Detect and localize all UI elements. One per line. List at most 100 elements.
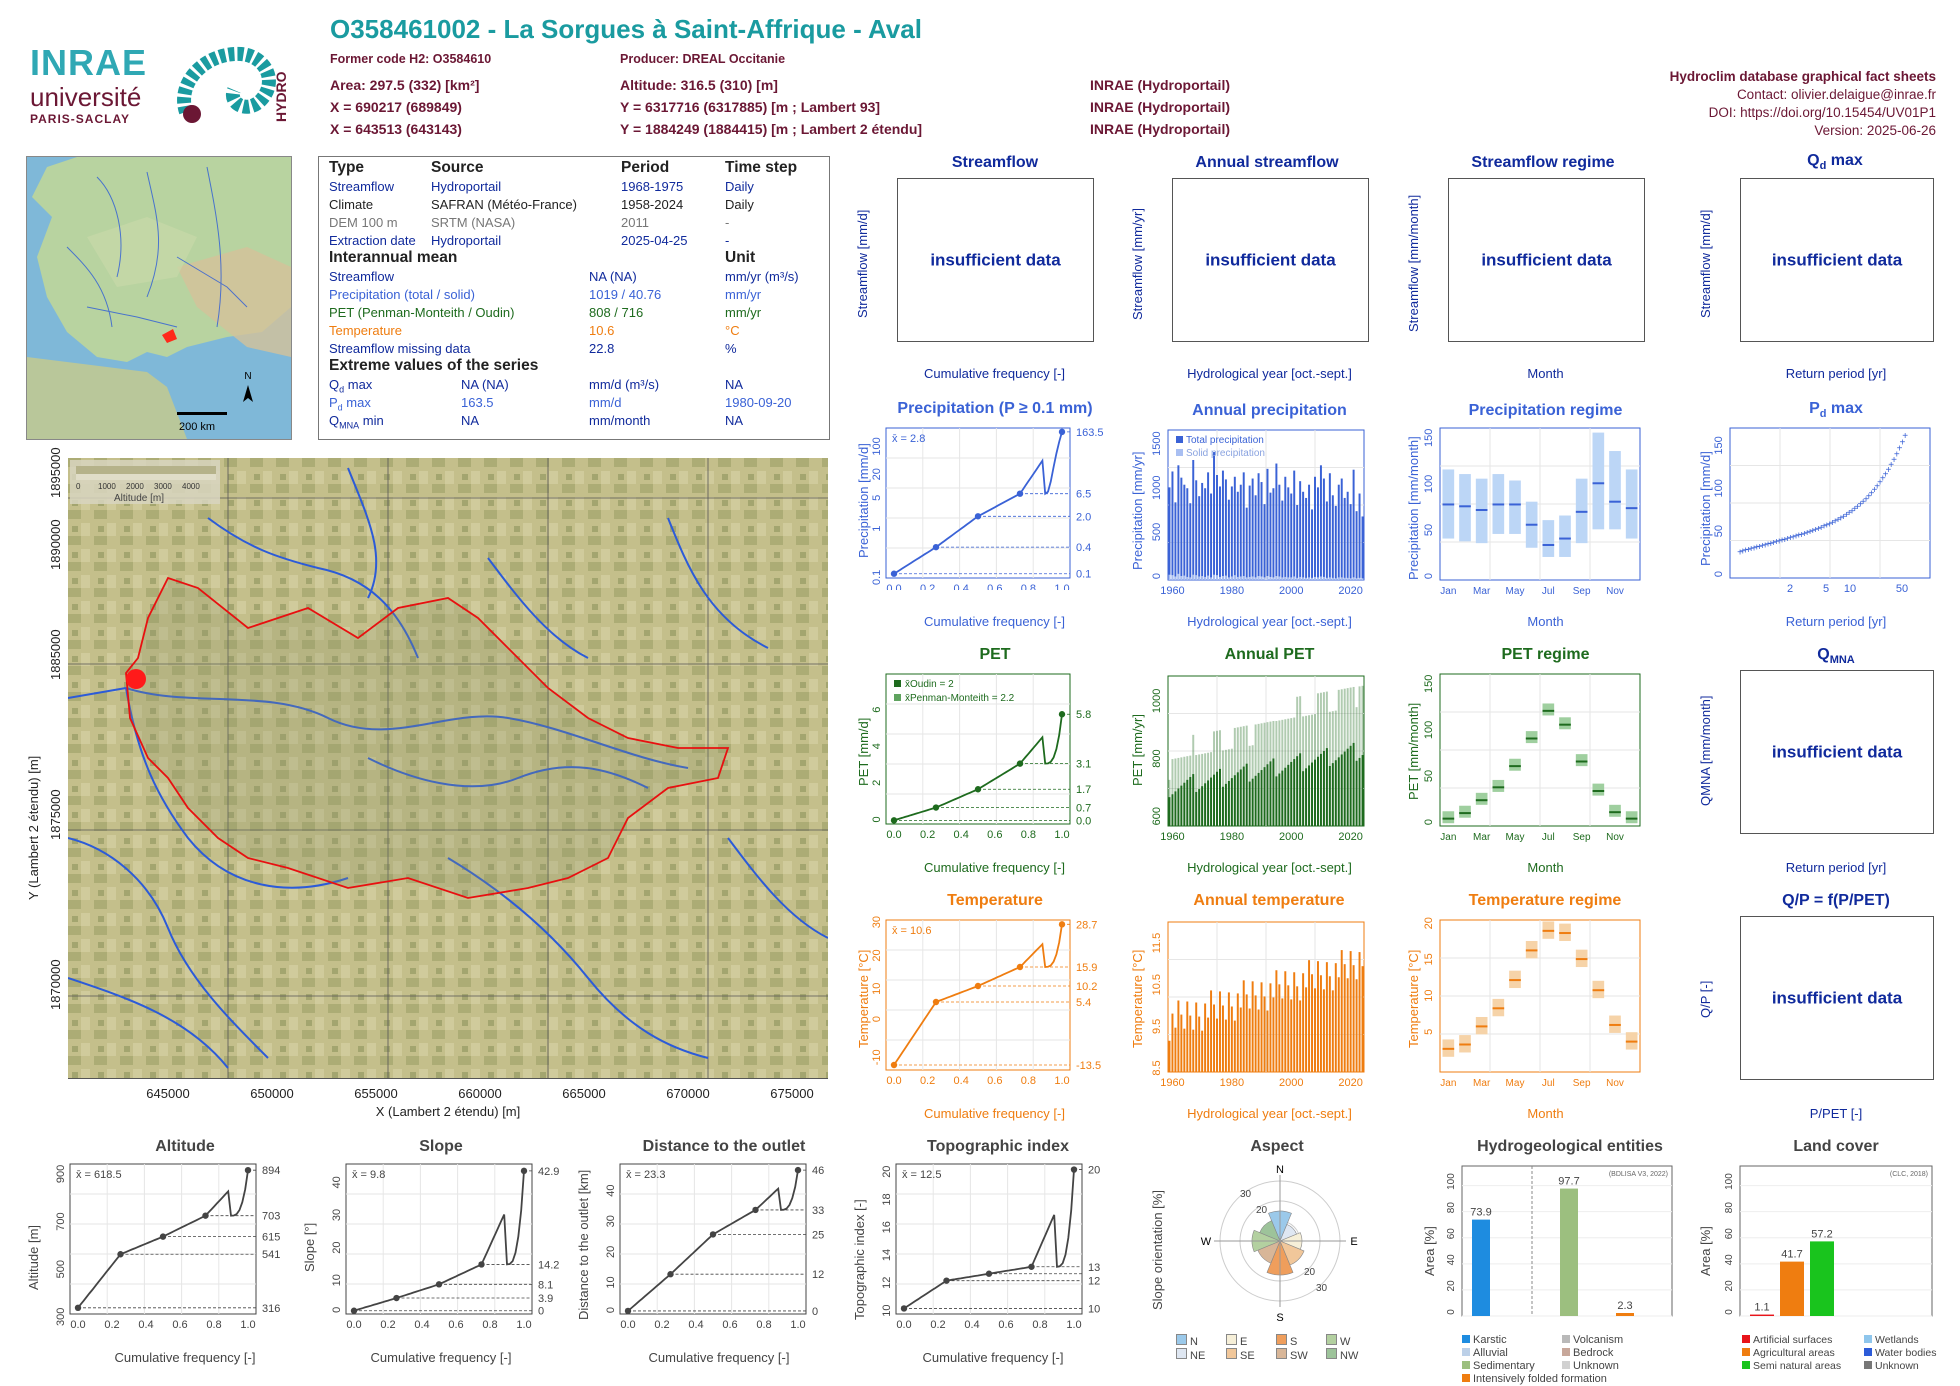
legend-label: Sedimentary	[1473, 1360, 1535, 1372]
bar	[1358, 493, 1361, 580]
bar	[1290, 761, 1293, 826]
pet-regime-chart: 0 50 100 150 Jan Mar May Jul Sep Nov	[1423, 673, 1641, 843]
return-point: +	[1843, 510, 1849, 521]
return-point: +	[1832, 517, 1838, 528]
inrae-logo: INRAE	[30, 42, 148, 83]
x-tick-label: 1.0	[1054, 583, 1069, 590]
legend-swatch	[1226, 1348, 1237, 1359]
bar	[1616, 1313, 1634, 1316]
regime-box	[1625, 811, 1638, 824]
legend-tick: 3000	[154, 482, 172, 491]
return-point: +	[1762, 540, 1768, 551]
regime-box	[1542, 703, 1555, 716]
landcover-legend: Artificial surfaces Agricultural areas S…	[1742, 1334, 1952, 1374]
legend-swatch	[894, 680, 901, 687]
legend-label: Volcanism	[1573, 1334, 1624, 1346]
bar-solid	[1248, 576, 1251, 580]
bar	[1328, 473, 1331, 580]
regime-box	[1625, 469, 1638, 539]
bar	[1245, 763, 1248, 826]
hydro-logo-icon: HYDRO	[177, 46, 289, 123]
plot-frame	[345, 1163, 533, 1315]
y-tick-label: 40	[1724, 1254, 1735, 1266]
bar	[1251, 981, 1254, 1072]
regime-box	[1442, 811, 1455, 824]
regime-box	[1509, 758, 1521, 771]
bar-solid	[1213, 574, 1216, 580]
bar	[1195, 791, 1198, 826]
bar	[1171, 1013, 1174, 1072]
bar	[1343, 751, 1346, 826]
bar-secondary	[1171, 759, 1174, 826]
bar	[1236, 772, 1239, 826]
map-xtick: 670000	[666, 1086, 710, 1101]
legend-swatch	[1326, 1348, 1337, 1359]
bar	[1239, 1007, 1242, 1072]
bar	[1361, 966, 1364, 1072]
bar	[1227, 781, 1230, 826]
map-xtick: 665000	[562, 1086, 606, 1101]
regime-box	[1509, 480, 1521, 534]
y-tick-label: 9.5	[1151, 1019, 1163, 1034]
bar	[1299, 1000, 1302, 1072]
bar	[1349, 504, 1352, 580]
bar	[1168, 487, 1171, 580]
y-tick-label: 0	[331, 1307, 343, 1313]
y-tick-label: 60	[1724, 1228, 1735, 1240]
aspect-title: Aspect	[1250, 1138, 1304, 1155]
annual-streamflow-panel: insufficient data	[1172, 178, 1369, 342]
x-tick-label: 0.4	[954, 583, 969, 590]
y-tick-label: 1	[871, 526, 883, 532]
distance-ylabel: Distance to the outlet [km]	[576, 1169, 591, 1320]
info-table: Type Source Period Time step Streamflow …	[318, 156, 830, 440]
bar-solid	[1251, 576, 1254, 580]
bar	[1177, 1000, 1180, 1072]
return-point: +	[1782, 535, 1788, 546]
x-tick-label: Jan	[1440, 1078, 1456, 1089]
bar	[1207, 780, 1210, 826]
bar	[1472, 1219, 1490, 1316]
return-point: +	[1751, 543, 1757, 554]
y-tick-label: 20	[605, 1246, 617, 1258]
map-xtick: 660000	[458, 1086, 502, 1101]
y-tick-label: 30	[605, 1215, 617, 1227]
bar-solid	[1245, 577, 1248, 580]
right-tick-label: -13.5	[1076, 1060, 1101, 1072]
landcover-ylabel: Area [%]	[1698, 1226, 1713, 1276]
return-point: +	[1899, 437, 1905, 448]
bar	[1263, 767, 1266, 826]
bar-solid	[1358, 577, 1361, 580]
x-tick-label: 0.2	[930, 1319, 945, 1331]
return-point: +	[1888, 460, 1894, 471]
x-tick-label: 1.0	[1054, 829, 1069, 838]
bar	[1230, 486, 1233, 580]
bar-solid	[1308, 577, 1311, 580]
x-tick-label: 0.8	[206, 1319, 221, 1331]
y-tick-label: 50	[1713, 525, 1725, 537]
legend-swatch	[1176, 449, 1183, 456]
bar	[1290, 493, 1293, 580]
extreme-value: NA	[461, 413, 480, 428]
producer: Producer: DREAL Occitanie	[620, 52, 786, 66]
x-tick-label: 0.0	[886, 1075, 901, 1084]
map-xtick: 655000	[354, 1086, 398, 1101]
source-2: INRAE (Hydroportail)	[1090, 99, 1230, 115]
bar-solid	[1352, 577, 1355, 580]
bar-solid	[1254, 577, 1257, 580]
precip-regime-ylabel: Precipitation [mm/month]	[1406, 436, 1421, 580]
quantile-point	[244, 1166, 252, 1174]
bar-solid	[1284, 576, 1287, 580]
annual-precip-ylabel: Precipitation [mm/yr]	[1130, 451, 1145, 570]
plot-frame	[1739, 1165, 1933, 1317]
return-point: +	[1759, 541, 1765, 552]
return-point: +	[1754, 543, 1760, 554]
bar	[1278, 773, 1281, 826]
bar-solid	[1260, 576, 1263, 580]
legend-swatch	[1226, 1334, 1237, 1345]
quantile-point	[74, 1304, 82, 1312]
bar	[1284, 971, 1287, 1072]
bar	[1284, 476, 1287, 580]
right-tick-label: 3.1	[1076, 759, 1091, 771]
bar	[1308, 960, 1311, 1072]
regime-box	[1525, 731, 1538, 744]
